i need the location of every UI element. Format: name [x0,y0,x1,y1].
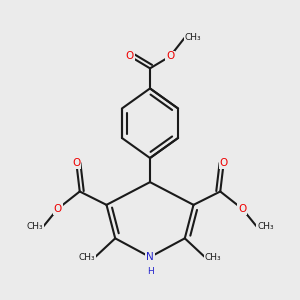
Text: O: O [166,51,174,61]
Text: O: O [72,158,80,168]
Text: CH₃: CH₃ [205,253,221,262]
Text: H: H [147,267,153,276]
Text: CH₃: CH₃ [79,253,95,262]
Text: O: O [238,204,247,214]
Text: O: O [126,51,134,61]
Text: CH₃: CH₃ [257,223,274,232]
Text: CH₃: CH₃ [185,33,201,42]
Text: O: O [220,158,228,168]
Text: N: N [146,252,154,262]
Text: CH₃: CH₃ [26,223,43,232]
Text: O: O [53,204,62,214]
